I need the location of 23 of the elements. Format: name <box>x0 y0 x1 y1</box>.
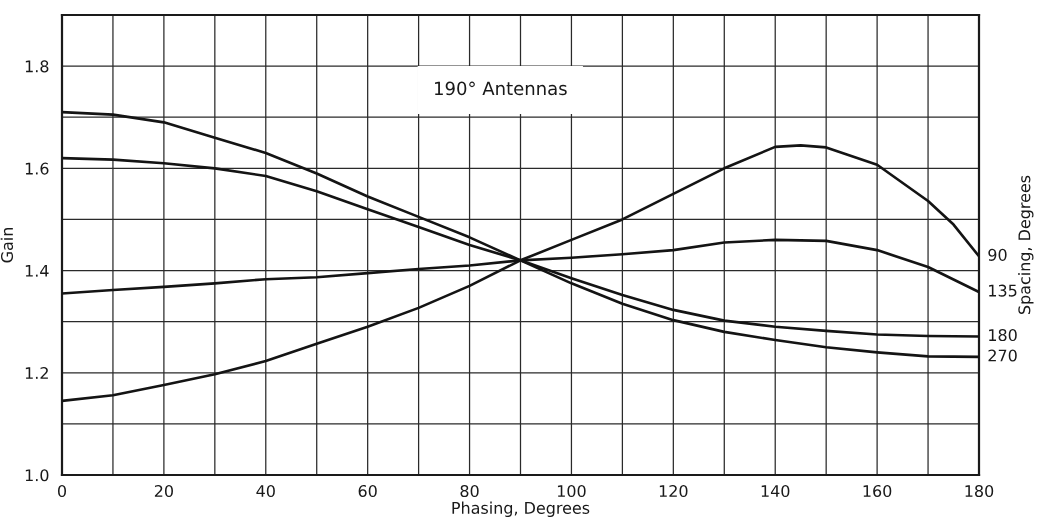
x-tick-label: 20 <box>154 485 173 498</box>
x-axis-title: Phasing, Degrees <box>452 501 590 518</box>
series-label: 90 <box>988 248 1007 261</box>
x-tick-label: 160 <box>863 485 892 498</box>
x-tick-label: 0 <box>57 485 67 498</box>
series-label: 180 <box>989 329 1017 342</box>
x-tick-label: 180 <box>965 485 994 498</box>
y-tick-label: 1.8 <box>25 60 49 73</box>
y-tick-label: 1.0 <box>25 469 49 482</box>
x-tick-label: 40 <box>256 485 275 498</box>
y-tick-label: 1.6 <box>25 162 49 175</box>
x-tick-label: 140 <box>761 485 790 498</box>
x-tick-label: 100 <box>557 485 586 498</box>
x-tick-label: 80 <box>460 485 479 498</box>
x-tick-label: 60 <box>358 485 377 498</box>
y2-axis-title: Spacing, Degrees <box>1018 175 1034 315</box>
series-label: 135 <box>989 284 1017 297</box>
y-tick-label: 1.4 <box>25 264 49 277</box>
text: 190° Antennas <box>435 81 567 96</box>
x-tick-label: 120 <box>659 485 688 498</box>
y-tick-label: 1.2 <box>25 366 48 379</box>
series-label: 270 <box>988 349 1017 362</box>
y-axis-title: Gain <box>0 227 14 263</box>
